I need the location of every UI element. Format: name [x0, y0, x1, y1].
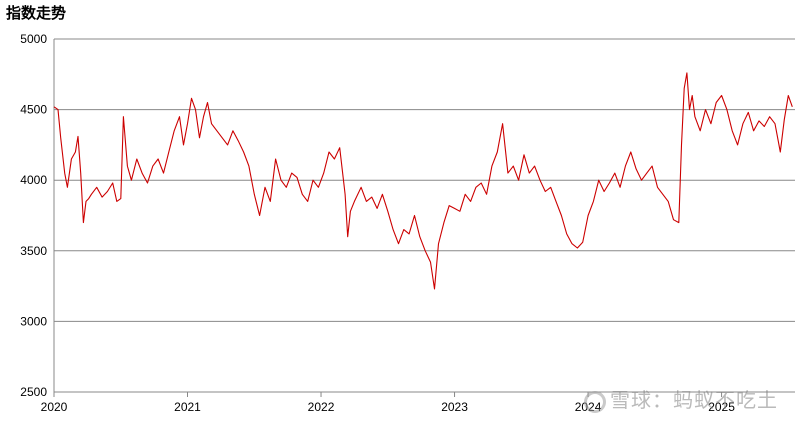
- watermark: 雪球：蚂蚁不吃土: [584, 384, 778, 413]
- x-tick-label: 2020: [41, 400, 68, 414]
- y-tick-label: 4000: [20, 173, 47, 187]
- grid-lines: [53, 38, 795, 393]
- chart-title: 指数走势: [6, 4, 67, 22]
- snowball-logo-icon: [584, 390, 606, 413]
- x-tick-label: 2022: [308, 400, 335, 414]
- y-tick-label: 3000: [20, 314, 47, 328]
- x-tick-label: 2021: [174, 400, 201, 414]
- y-tick-label: 5000: [20, 32, 47, 46]
- x-tick-label: 2023: [441, 400, 468, 414]
- y-axis-ticks: 2500 3000 3500 4000 4500 5000: [20, 32, 47, 399]
- y-tick-label: 2500: [20, 385, 47, 399]
- y-tick-label: 3500: [20, 244, 47, 258]
- y-tick-label: 4500: [20, 103, 47, 117]
- series-line-0: [53, 72, 793, 290]
- x-tick-label: 2025: [708, 400, 735, 414]
- watermark-text: 雪球：蚂蚁不吃土: [610, 388, 778, 412]
- series-layer: [53, 72, 793, 290]
